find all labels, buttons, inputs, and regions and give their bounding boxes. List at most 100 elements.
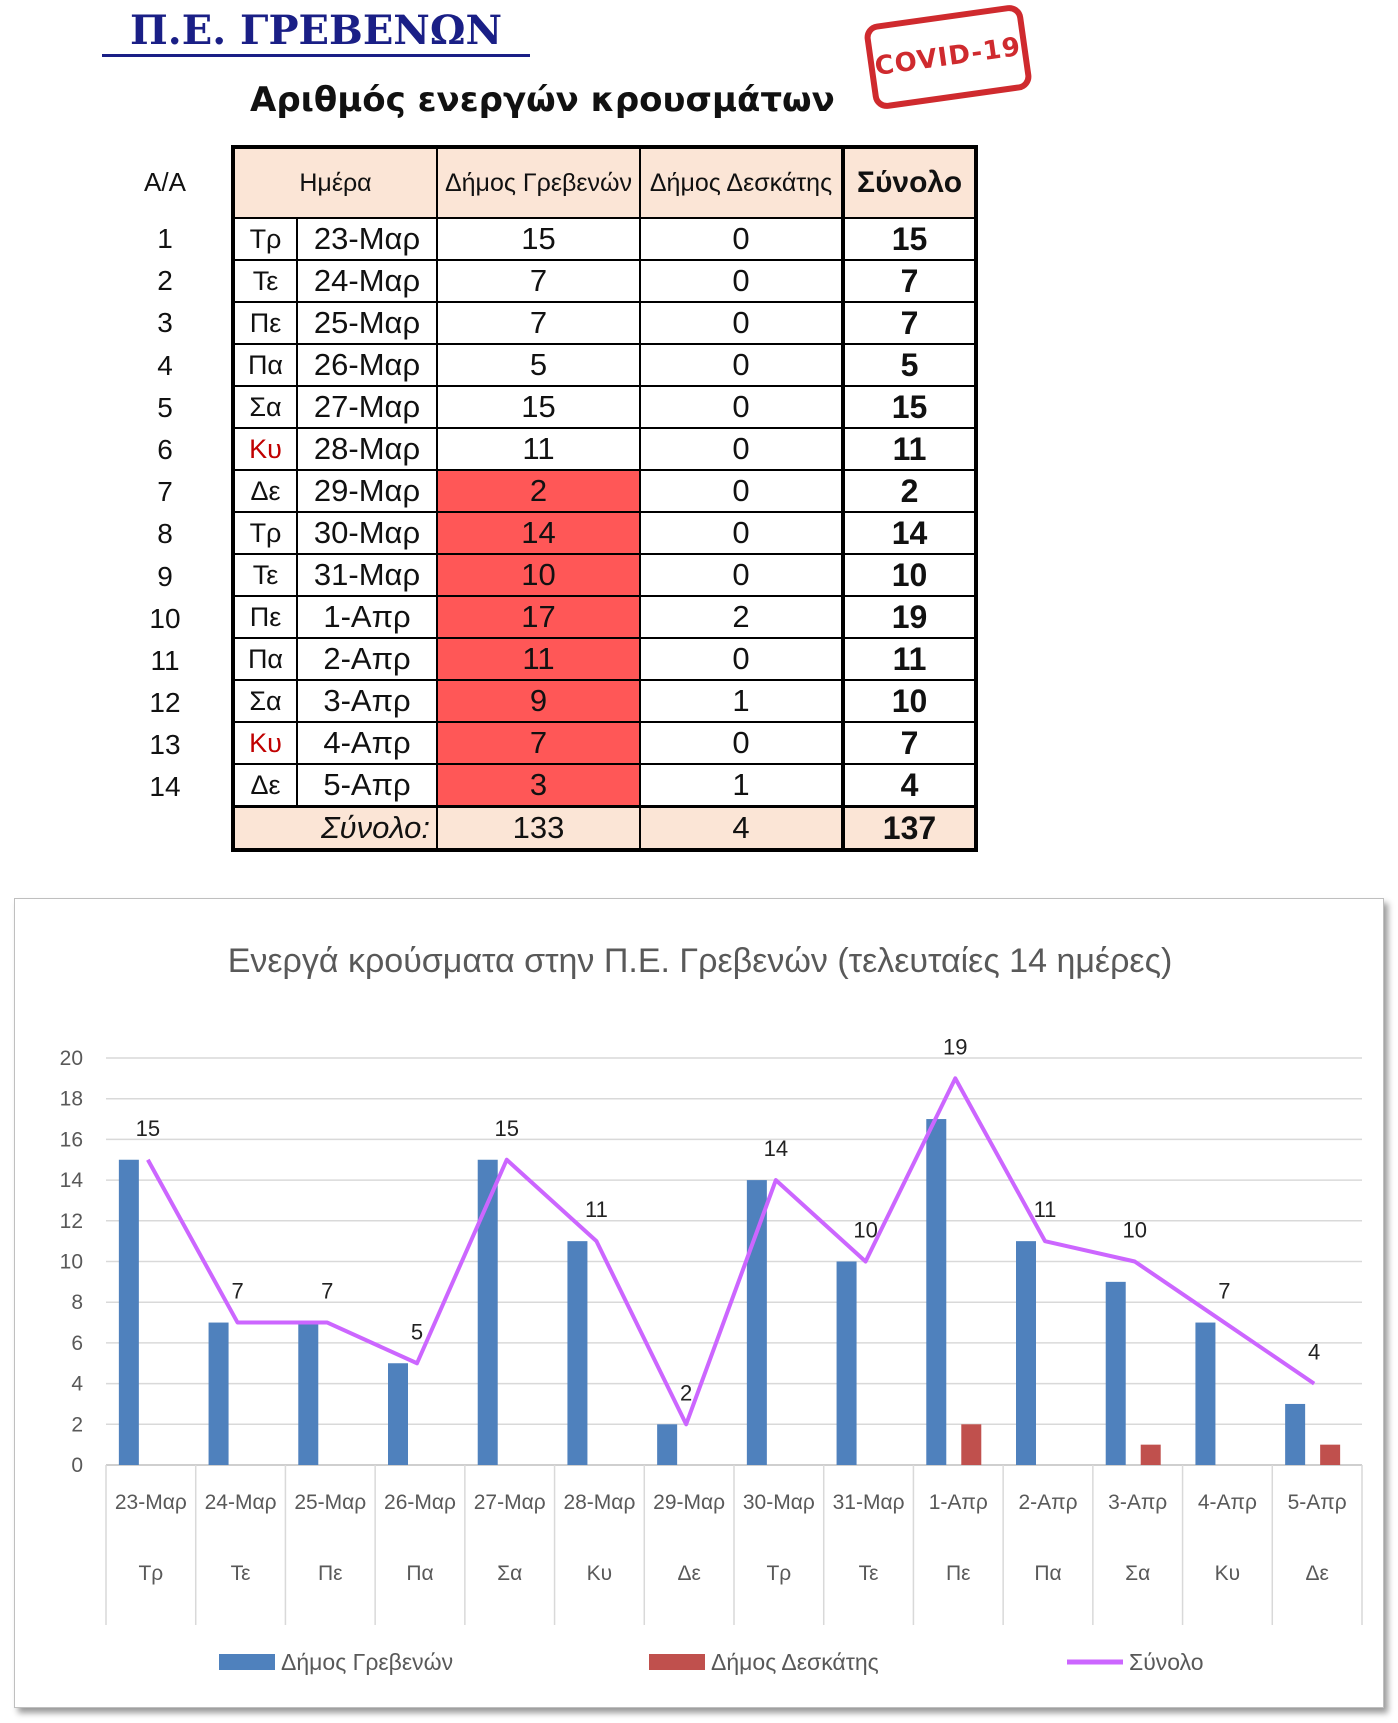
date-cell: 29-Μαρ: [296, 469, 438, 513]
bar-grevena: [926, 1119, 947, 1465]
grevena-cell: 15: [436, 385, 641, 429]
x-tick-label: 26-Μαρ: [384, 1491, 456, 1514]
weekday-cell: Τε: [232, 553, 298, 597]
y-tick-label: 6: [71, 1332, 83, 1355]
x-tick-label: 24-Μαρ: [205, 1491, 277, 1514]
x-tick-day-label: Κυ: [587, 1562, 613, 1585]
x-tick-label: 2-Απρ: [1018, 1491, 1077, 1514]
header-total: Σύνολο: [841, 146, 977, 219]
table-row: Τρ 23-Μαρ 15 0 15: [232, 217, 977, 261]
data-label-total: 7: [321, 1279, 333, 1304]
total-cell: 14: [841, 511, 977, 555]
x-tick-day-label: Πα: [1034, 1562, 1061, 1585]
deskati-cell: 0: [639, 511, 844, 555]
total-cell: 5: [841, 343, 977, 387]
deskati-cell: 1: [639, 679, 844, 723]
sum-row: Σύνολο: 133 4 137: [232, 805, 977, 851]
x-tick-label: 30-Μαρ: [743, 1491, 815, 1514]
weekday-cell: Πα: [232, 637, 298, 681]
y-tick-label: 12: [60, 1210, 83, 1233]
header-day: Ημέρα: [232, 146, 438, 219]
data-label-total: 14: [764, 1136, 788, 1161]
weekday-cell: Δε: [232, 763, 298, 808]
x-tick-label: 25-Μαρ: [294, 1491, 366, 1514]
grevena-cell: 14: [436, 511, 641, 555]
grevena-cell: 2: [436, 469, 641, 513]
deskati-cell: 0: [639, 343, 844, 387]
y-tick-label: 4: [71, 1373, 83, 1396]
grevena-cell: 7: [436, 301, 641, 345]
date-cell: 4-Απρ: [296, 721, 438, 765]
data-label-total: 11: [585, 1197, 608, 1222]
total-cell: 7: [841, 301, 977, 345]
x-tick-label: 23-Μαρ: [115, 1491, 187, 1514]
bar-grevena: [118, 1159, 139, 1465]
legend-swatch-grevena: [219, 1654, 275, 1670]
weekday-cell: Δε: [232, 469, 298, 513]
table-row: Πε 1-Απρ 17 2 19: [232, 595, 977, 639]
y-tick-label: 20: [60, 1047, 83, 1070]
grevena-cell: 17: [436, 595, 641, 639]
data-label-total: 19: [943, 1034, 967, 1059]
bar-grevena: [208, 1322, 229, 1465]
x-tick-label: 4-Απρ: [1198, 1491, 1257, 1514]
x-tick-day-label: Δε: [1305, 1562, 1328, 1585]
table-header-row: Ημέρα Δήμος Γρεβενών Δήμος Δεσκάτης Σύνο…: [232, 146, 977, 219]
table-row: Πα 2-Απρ 11 0 11: [232, 637, 977, 681]
bar-grevena: [1105, 1281, 1126, 1465]
x-tick-label: 3-Απρ: [1108, 1491, 1167, 1514]
bar-grevena: [1195, 1322, 1216, 1465]
data-label-total: 7: [1218, 1279, 1230, 1304]
table-row: Σα 3-Απρ 9 1 10: [232, 679, 977, 723]
row-number: 6: [157, 433, 173, 465]
table-row: Δε 29-Μαρ 2 0 2: [232, 469, 977, 513]
x-tick-label: 1-Απρ: [929, 1491, 988, 1514]
weekday-cell: Πε: [232, 301, 298, 345]
bar-grevena: [746, 1180, 767, 1465]
y-tick-label: 8: [71, 1291, 83, 1314]
x-tick-day-label: Τε: [859, 1562, 879, 1585]
table-row: Δε 5-Απρ 3 1 4: [232, 763, 977, 808]
weekday-cell: Τρ: [232, 217, 298, 261]
row-number: 1: [157, 223, 173, 254]
covid-stamp-logo: COVID-19: [862, 3, 1034, 111]
total-cell: 10: [841, 553, 977, 597]
x-tick-day-label: Τρ: [138, 1562, 163, 1585]
date-cell: 25-Μαρ: [296, 301, 438, 345]
data-label-total: 7: [231, 1279, 243, 1304]
legend-label-total: Σύνολο: [1129, 1649, 1204, 1675]
bar-grevena: [388, 1363, 408, 1465]
x-tick-label: 28-Μαρ: [563, 1491, 635, 1514]
table-row: Πα 26-Μαρ 5 0 5: [232, 343, 977, 387]
grevena-cell: 15: [436, 217, 641, 261]
x-tick-day-label: Κυ: [1215, 1562, 1241, 1585]
grevena-cell: 11: [436, 427, 641, 471]
date-cell: 28-Μαρ: [296, 427, 438, 471]
total-cell: 4: [841, 763, 977, 808]
header-grevena: Δήμος Γρεβενών: [436, 146, 641, 219]
weekday-cell: Πα: [232, 343, 298, 387]
deskati-cell: 2: [639, 595, 844, 639]
sum-total: 137: [841, 805, 977, 851]
data-label-total: 5: [411, 1319, 423, 1344]
table-row: Σα 27-Μαρ 15 0 15: [232, 385, 977, 429]
weekday-cell: Κυ: [232, 721, 298, 765]
x-tick-day-label: Σα: [497, 1562, 522, 1585]
total-cell: 19: [841, 595, 977, 639]
grevena-cell: 10: [436, 553, 641, 597]
date-cell: 1-Απρ: [296, 595, 438, 639]
x-tick-label: 5-Απρ: [1288, 1491, 1347, 1514]
x-tick-day-label: Σα: [1125, 1562, 1150, 1585]
table-row: Τε 31-Μαρ 10 0 10: [232, 553, 977, 597]
sum-deskati: 4: [639, 805, 844, 851]
deskati-cell: 0: [639, 637, 844, 681]
row-number-header: Α/Α: [144, 167, 186, 197]
row-number: 9: [157, 560, 173, 592]
data-label-total: 11: [1034, 1197, 1057, 1222]
row-number: 14: [149, 771, 181, 803]
total-cell: 15: [841, 385, 977, 429]
row-number: 12: [149, 687, 181, 719]
x-tick-label: 27-Μαρ: [474, 1491, 546, 1514]
total-cell: 2: [841, 469, 977, 513]
date-cell: 24-Μαρ: [296, 259, 438, 303]
